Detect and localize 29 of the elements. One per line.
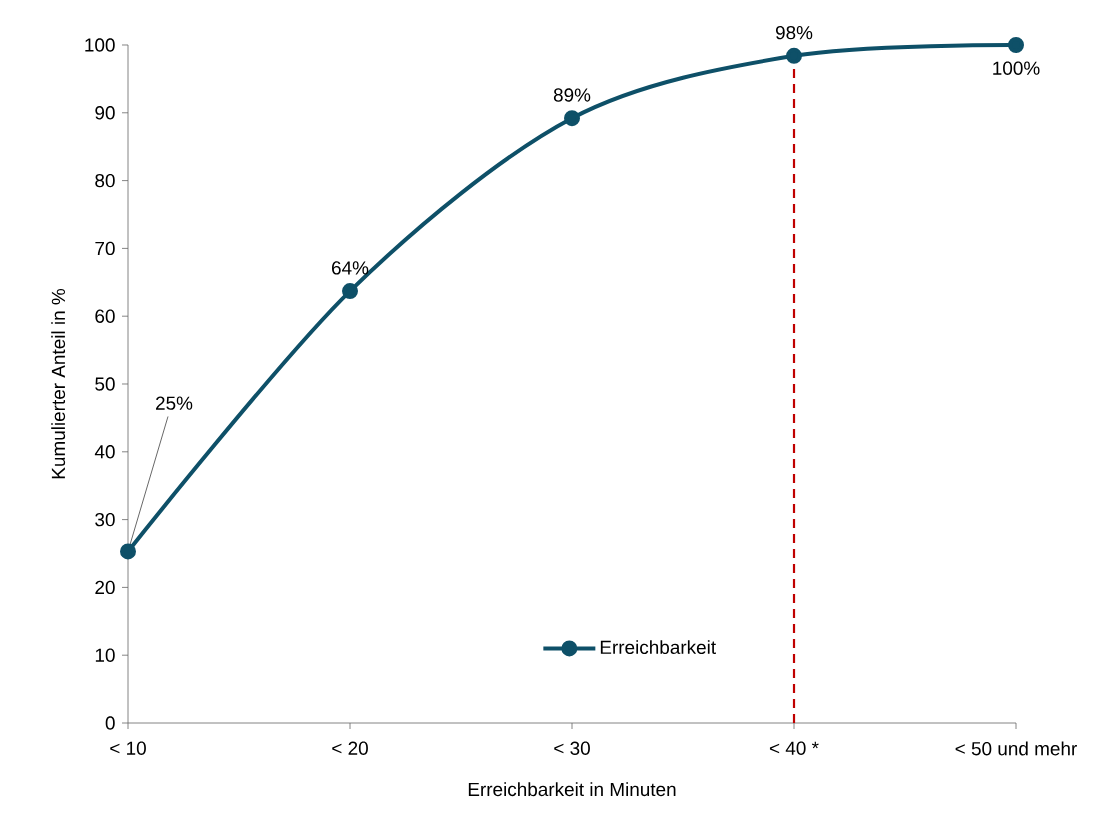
y-tick-label: 60: [95, 309, 115, 323]
point: [120, 543, 136, 560]
data-label: 25%: [156, 396, 193, 410]
y-axis-title: Kumulierter Anteil in %: [51, 288, 66, 479]
data-label: 100%: [993, 61, 1040, 75]
data-label: 89%: [553, 88, 591, 102]
y-tick-label: 0: [105, 716, 115, 730]
legend-label: Erreichbarkeit: [600, 640, 716, 655]
x-axis-title: Erreichbarkeit in Minuten: [468, 782, 676, 797]
point: [564, 110, 580, 127]
data-label: 64%: [332, 261, 369, 275]
point: [786, 47, 803, 64]
y-tick-label: 40: [94, 445, 115, 459]
x-tick-label: < 50 und mehr: [955, 741, 1077, 756]
y-tick-label: 80: [95, 173, 115, 188]
point: [1008, 36, 1025, 53]
y-tick-label: 30: [95, 512, 115, 527]
y-tick-label: 50: [95, 377, 115, 391]
x-tick-label: < 10: [110, 741, 146, 755]
y-tick-label: 100: [85, 38, 115, 52]
y-tick-label: 70: [95, 241, 115, 256]
data-label: 98%: [775, 25, 813, 40]
y-tick-label: 90: [95, 106, 115, 120]
y-tick-label: 20: [95, 580, 115, 595]
y-tick-label: 10: [95, 648, 115, 662]
x-tick-label: < 30: [554, 741, 590, 755]
x-tick-label: < 20: [332, 741, 368, 755]
x-tick-label: < 40 *: [769, 741, 819, 755]
point: [342, 283, 358, 300]
